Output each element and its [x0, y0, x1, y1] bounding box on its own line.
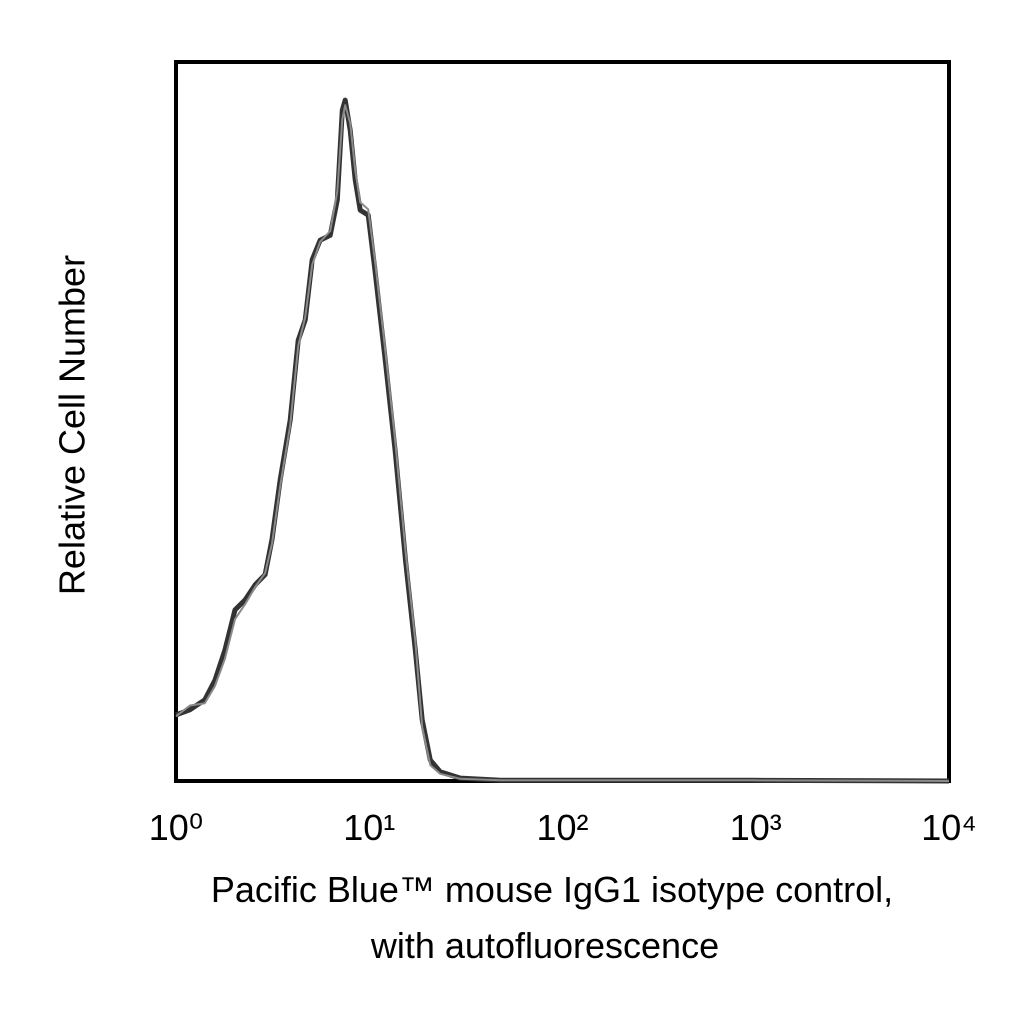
x-tick-label: 10¹	[343, 807, 395, 848]
histogram-line	[175, 104, 950, 782]
x-axis-label: with autofluorescence	[370, 925, 719, 966]
x-axis-label: Pacific Blue™ mouse IgG1 isotype control…	[211, 869, 893, 910]
x-tick-label: 10⁰	[149, 807, 203, 848]
x-tick-label: 10³	[730, 807, 782, 848]
plot-frame	[174, 60, 951, 783]
x-tick-label: 10²	[536, 807, 588, 848]
x-tick-label: 10⁴	[921, 807, 977, 848]
histogram-line	[175, 97, 950, 784]
y-axis-label: Relative Cell Number	[52, 255, 93, 595]
